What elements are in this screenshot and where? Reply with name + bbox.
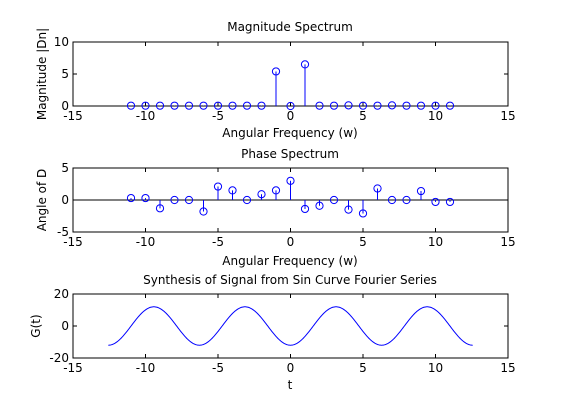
y-tick-label: 5 — [61, 161, 69, 175]
stem-marker — [315, 101, 324, 110]
stem-marker — [387, 101, 397, 110]
x-tick-label: -5 — [212, 109, 224, 123]
x-tick-label: -15 — [63, 361, 83, 375]
stem-marker — [257, 101, 266, 110]
stem-marker — [402, 101, 411, 110]
x-tick-label: 0 — [287, 361, 295, 375]
stem-marker — [445, 101, 455, 110]
x-tick-label: 0 — [287, 235, 295, 249]
stem-marker — [228, 101, 237, 110]
x-tick-label: -10 — [136, 235, 156, 249]
stem-marker — [402, 195, 411, 205]
x-tick-label: 5 — [359, 361, 367, 375]
plot-title: Magnitude Spectrum — [227, 20, 353, 34]
x-tick-label: -10 — [136, 109, 156, 123]
y-tick-label: 0 — [61, 99, 69, 113]
stem-marker — [213, 101, 223, 110]
stem-marker — [416, 186, 426, 196]
stem-marker — [373, 184, 382, 193]
x-tick-label: 5 — [359, 109, 367, 123]
stem-marker — [155, 204, 165, 213]
y-tick-label: 20 — [54, 287, 69, 301]
stem-marker — [315, 201, 324, 210]
stem-marker — [184, 195, 194, 205]
stem-marker — [170, 101, 179, 110]
plot-title: Phase Spectrum — [241, 147, 339, 161]
x-axis-label: Angular Frequency (w) — [222, 126, 357, 140]
stem-marker — [126, 193, 136, 203]
x-tick-label: 15 — [500, 361, 515, 375]
stem-marker — [329, 195, 339, 205]
stem-marker — [213, 182, 223, 191]
stem-marker — [199, 101, 208, 110]
stem-marker — [126, 101, 136, 110]
stem-marker — [242, 101, 252, 110]
y-tick-label: -5 — [57, 225, 69, 239]
y-tick-label: 0 — [61, 193, 69, 207]
y-axis-label: Angle of D — [35, 169, 49, 232]
stem-marker — [257, 190, 266, 199]
x-axis-label: t — [288, 378, 293, 392]
stem-marker — [300, 60, 310, 69]
stem-marker — [329, 101, 339, 110]
stem-marker — [155, 101, 165, 110]
x-tick-label: 10 — [428, 235, 443, 249]
axes-box — [72, 293, 509, 359]
stem-marker — [373, 101, 382, 110]
x-tick-label: 10 — [428, 361, 443, 375]
stem-marker — [271, 186, 281, 195]
stem-marker — [242, 195, 252, 205]
x-tick-label: -15 — [63, 109, 83, 123]
y-tick-label: 0 — [61, 319, 69, 333]
stem-marker — [141, 101, 150, 110]
stem-marker — [141, 193, 150, 203]
x-tick-label: 5 — [359, 235, 367, 249]
stem-marker — [184, 101, 194, 110]
plot-title: Synthesis of Signal from Sin Curve Fouri… — [143, 273, 437, 287]
y-tick-label: 10 — [54, 35, 69, 49]
stem-marker — [286, 176, 295, 185]
y-tick-label: 5 — [61, 67, 69, 81]
stem-marker — [358, 101, 368, 110]
stem-marker — [344, 205, 353, 214]
magnitude-spectrum-plot: Magnitude Spectrum Angular Frequency (w)… — [35, 20, 516, 140]
x-tick-label: 15 — [500, 109, 515, 123]
x-tick-label: 10 — [428, 109, 443, 123]
stem-marker — [431, 197, 440, 207]
axes-box — [72, 41, 509, 107]
stem-marker — [228, 186, 237, 195]
x-tick-label: -5 — [212, 361, 224, 375]
phase-spectrum-plot: Phase Spectrum Angular Frequency (w) Ang… — [35, 147, 516, 268]
x-tick-label: 15 — [500, 235, 515, 249]
y-axis-label: G(t) — [29, 314, 43, 337]
y-tick-label: -20 — [49, 351, 69, 365]
stem-marker — [358, 209, 368, 218]
stem-marker — [431, 101, 440, 110]
stem-marker — [286, 101, 295, 111]
stem-marker — [344, 101, 353, 110]
stem-marker — [445, 197, 455, 207]
x-tick-label: -10 — [136, 361, 156, 375]
x-tick-label: -15 — [63, 235, 83, 249]
synthesis-plot: Synthesis of Signal from Sin Curve Fouri… — [29, 273, 516, 392]
stem-marker — [416, 101, 426, 110]
x-tick-label: 0 — [287, 109, 295, 123]
signal-line — [108, 306, 473, 346]
y-axis-label: Magnitude |Dn| — [35, 28, 49, 120]
stem-marker — [271, 67, 281, 76]
x-axis-label: Angular Frequency (w) — [222, 254, 357, 268]
stem-marker — [170, 195, 179, 205]
x-tick-label: -5 — [212, 235, 224, 249]
stem-marker — [300, 204, 310, 214]
stem-marker — [199, 207, 208, 216]
stem-marker — [387, 195, 397, 205]
